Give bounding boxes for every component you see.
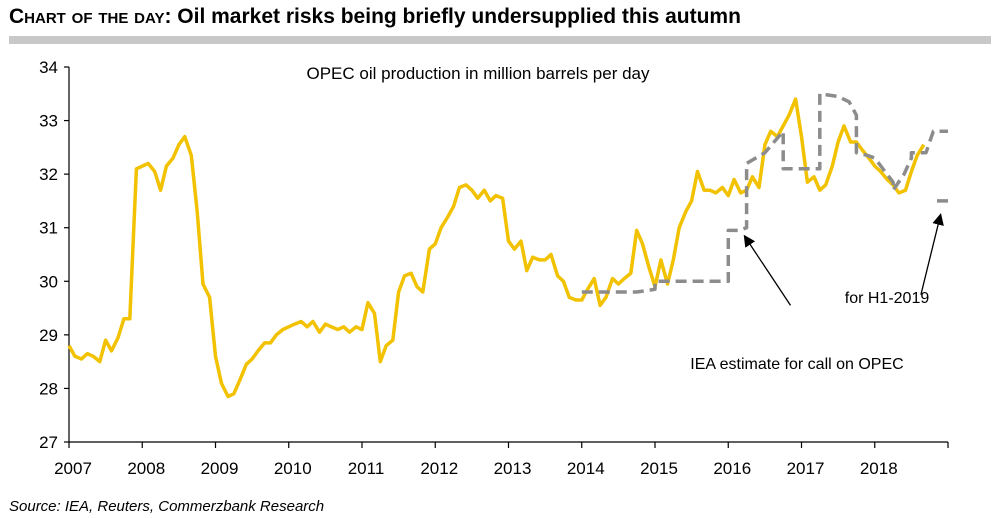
header-title-text: Oil market risks being briefly undersupp… <box>177 5 741 28</box>
header-prefix: Chart of the day: <box>9 5 172 28</box>
series-production-line <box>67 97 926 399</box>
y-tick-label: 30 <box>39 272 58 291</box>
y-tick-label: 34 <box>39 58 58 77</box>
x-tick-label: 2008 <box>127 459 165 478</box>
y-tick-label: 31 <box>39 219 58 238</box>
axes: 27 28 29 30 31 32 33 34 2007 2008 2009 2010 2011 2012… <box>39 58 949 478</box>
annotation-arrow-h1 <box>920 213 944 295</box>
x-tick-label: 2014 <box>567 459 605 478</box>
x-tick-label: 2009 <box>201 459 239 478</box>
x-tick-label: 2015 <box>640 459 678 478</box>
annotation-label-h1: for H1-2019 <box>845 290 930 307</box>
x-tick-label: 2016 <box>713 459 751 478</box>
x-tick-label: 2018 <box>860 459 898 478</box>
x-tick-label: 2012 <box>420 459 458 478</box>
annotation-layer: IEA estimate for call on OPEC for H1-2019 <box>690 213 944 373</box>
source-note: Source: IEA, Reuters, Commerzbank Resear… <box>9 498 325 515</box>
series-call-line-1 <box>581 92 948 294</box>
x-tick-label: 2017 <box>787 459 825 478</box>
y-tick-label: 28 <box>39 379 58 398</box>
series-layer <box>67 92 948 399</box>
chart-title: OPEC oil production in million barrels p… <box>307 64 650 83</box>
annotation-arrow-iea <box>743 234 792 306</box>
chart-header: Chart of the day: Oil market risks being… <box>9 5 741 29</box>
y-tick-label: 27 <box>39 433 58 452</box>
x-tick-label: 2010 <box>274 459 312 478</box>
y-tick-label: 32 <box>39 165 58 184</box>
x-tick-label: 2011 <box>348 459 385 478</box>
y-tick-label: 29 <box>39 326 58 345</box>
header-rule <box>9 36 991 44</box>
x-tick-label: 2013 <box>494 459 532 478</box>
annotation-label-iea: IEA estimate for call on OPEC <box>690 356 903 373</box>
y-tick-label: 33 <box>39 112 58 131</box>
x-tick-label: 2007 <box>54 459 92 478</box>
